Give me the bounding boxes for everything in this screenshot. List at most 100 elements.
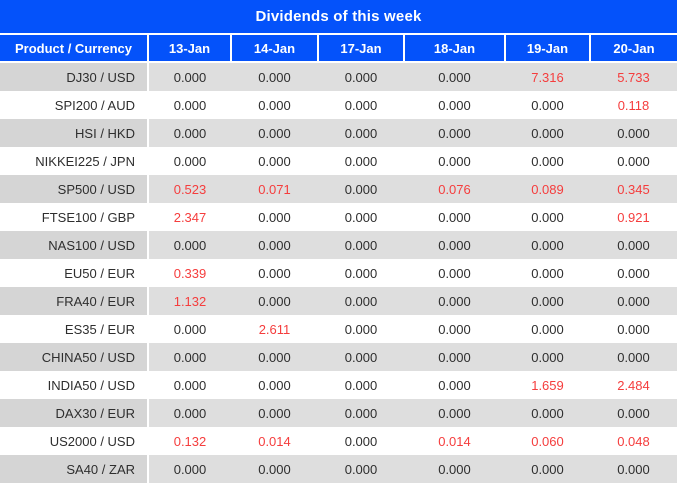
dividend-value-cell: 0.000 — [590, 259, 677, 287]
dividend-value-cell: 5.733 — [590, 62, 677, 91]
dividend-value-cell: 0.000 — [231, 259, 318, 287]
dividend-value-cell: 0.014 — [404, 427, 505, 455]
dividend-value-cell: 0.000 — [318, 231, 404, 259]
dividend-value-cell: 0.000 — [404, 231, 505, 259]
dividend-value-cell: 0.118 — [590, 91, 677, 119]
product-cell: DAX30 / EUR — [0, 399, 149, 427]
dividend-value-cell: 0.000 — [318, 119, 404, 147]
dividend-value-cell: 0.132 — [148, 427, 231, 455]
table-row: SA40 / ZAR 0.000 0.000 0.000 0.000 0.000 0.000 — [0, 455, 677, 483]
dividend-value-cell: 0.048 — [590, 427, 677, 455]
dividend-value-cell: 0.000 — [231, 343, 318, 371]
dividend-value-cell: 7.316 — [505, 62, 590, 91]
dividend-value-cell: 0.000 — [404, 119, 505, 147]
dividend-value-cell: 0.000 — [404, 91, 505, 119]
table-row: FRA40 / EUR 1.132 0.000 0.000 0.000 0.000 0.00… — [0, 287, 677, 315]
dividend-value-cell: 0.000 — [590, 119, 677, 147]
dividend-value-cell: 0.000 — [318, 315, 404, 343]
dividend-value-cell: 0.000 — [404, 455, 505, 483]
dividend-value-cell: 0.000 — [404, 62, 505, 91]
table-row: HSI / HKD 0.000 0.000 0.000 0.000 0.000 0.000 — [0, 119, 677, 147]
dividend-value-cell: 0.000 — [590, 147, 677, 175]
dividend-value-cell: 0.000 — [404, 371, 505, 399]
product-cell: SP500 / USD — [0, 175, 149, 203]
dividend-value-cell: 0.000 — [231, 147, 318, 175]
product-cell: SA40 / ZAR — [0, 455, 149, 483]
column-header-date: 20-Jan — [589, 35, 677, 63]
dividend-value-cell: 0.000 — [148, 147, 231, 175]
dividend-value-cell: 0.000 — [231, 287, 318, 315]
dividend-value-cell: 0.000 — [148, 455, 231, 483]
column-header-date: 18-Jan — [403, 35, 505, 63]
product-cell: FRA40 / EUR — [0, 287, 149, 315]
dividend-value-cell: 0.000 — [318, 455, 404, 483]
dividend-value-cell: 0.000 — [505, 455, 590, 483]
column-header-date: 13-Jan — [147, 35, 231, 63]
widget-title: Dividends of this week — [0, 0, 677, 33]
product-cell: INDIA50 / USD — [0, 371, 149, 399]
dividend-value-cell: 0.000 — [505, 203, 590, 231]
column-header-product: Product / Currency — [0, 35, 148, 63]
dividend-value-cell: 0.060 — [505, 427, 590, 455]
dividend-value-cell: 0.000 — [318, 147, 404, 175]
dividend-value-cell: 0.000 — [505, 147, 590, 175]
dividend-value-cell: 1.132 — [148, 287, 231, 315]
dividend-value-cell: 0.000 — [318, 371, 404, 399]
dividend-value-cell: 0.000 — [590, 455, 677, 483]
dividend-value-cell: 0.345 — [590, 175, 677, 203]
product-cell: SPI200 / AUD — [0, 91, 149, 119]
dividend-value-cell: 0.000 — [148, 315, 231, 343]
dividend-value-cell: 0.000 — [318, 91, 404, 119]
dividend-value-cell: 0.000 — [590, 315, 677, 343]
product-cell: EU50 / EUR — [0, 259, 149, 287]
dividend-value-cell: 0.000 — [505, 231, 590, 259]
dividend-value-cell: 2.611 — [231, 315, 318, 343]
table-row: SPI200 / AUD 0.000 0.000 0.000 0.000 0.000 0.1… — [0, 91, 677, 119]
dividend-value-cell: 0.000 — [318, 259, 404, 287]
table-row: EU50 / EUR 0.339 0.000 0.000 0.000 0.000 0.000 — [0, 259, 677, 287]
dividend-value-cell: 0.000 — [148, 399, 231, 427]
dividend-value-cell: 0.000 — [148, 343, 231, 371]
dividend-value-cell: 0.000 — [505, 287, 590, 315]
table-row: SP500 / USD 0.523 0.071 0.000 0.076 0.089 0.34… — [0, 175, 677, 203]
dividend-value-cell: 0.000 — [404, 399, 505, 427]
dividend-value-cell: 0.000 — [318, 287, 404, 315]
dividend-value-cell: 0.000 — [318, 203, 404, 231]
dividend-value-cell: 0.000 — [404, 287, 505, 315]
dividend-value-cell: 0.000 — [318, 427, 404, 455]
table-row: CHINA50 / USD 0.000 0.000 0.000 0.000 0.000 0.… — [0, 343, 677, 371]
dividend-value-cell: 0.000 — [404, 147, 505, 175]
dividend-value-cell: 0.014 — [231, 427, 318, 455]
dividend-value-cell: 0.076 — [404, 175, 505, 203]
dividend-value-cell: 0.000 — [148, 119, 231, 147]
dividend-value-cell: 0.000 — [404, 203, 505, 231]
dividend-value-cell: 0.921 — [590, 203, 677, 231]
table-row: ES35 / EUR 0.000 2.611 0.000 0.000 0.000 0.000 — [0, 315, 677, 343]
dividend-value-cell: 1.659 — [505, 371, 590, 399]
column-header-date: 17-Jan — [317, 35, 404, 63]
dividend-value-cell: 0.000 — [231, 119, 318, 147]
table-row: FTSE100 / GBP 2.347 0.000 0.000 0.000 0.000 0.… — [0, 203, 677, 231]
product-cell: US2000 / USD — [0, 427, 149, 455]
table-row: NAS100 / USD 0.000 0.000 0.000 0.000 0.000 0.0… — [0, 231, 677, 259]
dividend-value-cell: 0.000 — [404, 259, 505, 287]
product-cell: HSI / HKD — [0, 119, 149, 147]
dividend-value-cell: 0.000 — [148, 91, 231, 119]
table-row: INDIA50 / USD 0.000 0.000 0.000 0.000 1.659 2.… — [0, 371, 677, 399]
dividend-value-cell: 0.000 — [505, 315, 590, 343]
dividend-value-cell: 0.000 — [505, 343, 590, 371]
product-cell: CHINA50 / USD — [0, 343, 149, 371]
table-row: DAX30 / EUR 0.000 0.000 0.000 0.000 0.000 0.00… — [0, 399, 677, 427]
dividend-value-cell: 0.339 — [148, 259, 231, 287]
dividend-value-cell: 0.000 — [590, 231, 677, 259]
product-cell: NAS100 / USD — [0, 231, 149, 259]
column-header-date: 14-Jan — [230, 35, 318, 63]
dividend-value-cell: 0.089 — [505, 175, 590, 203]
dividend-value-cell: 0.523 — [148, 175, 231, 203]
dividend-value-cell: 0.000 — [505, 119, 590, 147]
header-row: Product / Currency 13-Jan 14-Jan 17-Jan … — [0, 35, 677, 63]
table-row: DJ30 / USD 0.000 0.000 0.000 0.000 7.316 5.733 — [0, 62, 677, 91]
dividend-value-cell: 0.000 — [231, 399, 318, 427]
dividend-value-cell: 0.000 — [318, 343, 404, 371]
